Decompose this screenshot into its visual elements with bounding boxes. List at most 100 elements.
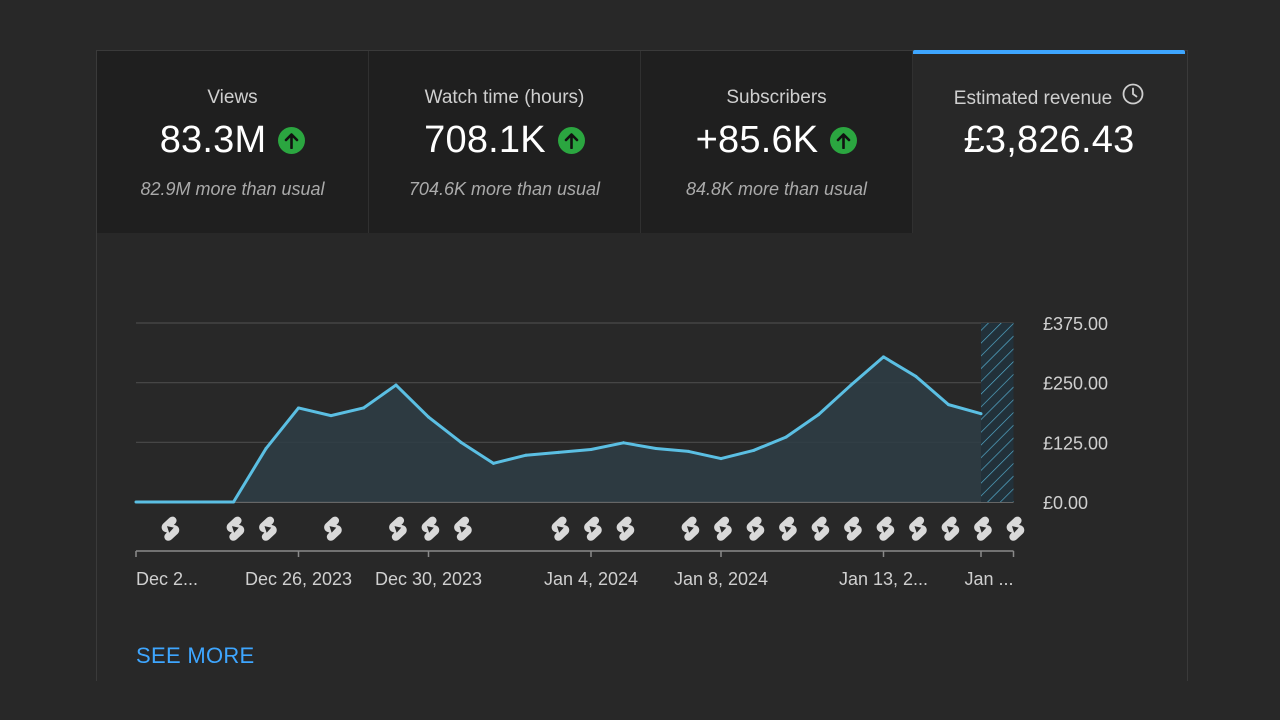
data-point[interactable] xyxy=(979,412,983,416)
shorts-icon[interactable] xyxy=(939,516,962,542)
data-point[interactable] xyxy=(264,447,268,451)
tab-value: 708.1K xyxy=(424,119,546,161)
shorts-icon[interactable] xyxy=(614,516,637,542)
chart-x-axis: Dec 2... Dec 26, 2023 Dec 30, 2023 Jan 4, 2… xyxy=(135,550,1015,589)
shorts-icon[interactable] xyxy=(744,516,767,542)
data-point[interactable] xyxy=(134,500,138,504)
data-point[interactable] xyxy=(784,435,788,439)
y-tick-label: £375.00 xyxy=(1043,314,1108,334)
partial-region-hatch xyxy=(981,323,1014,502)
data-point[interactable] xyxy=(622,441,625,445)
tab-subscribers[interactable]: Subscribers +85.6K 84.8K more than usual xyxy=(641,51,913,233)
shorts-icon[interactable] xyxy=(841,516,864,542)
data-point[interactable] xyxy=(557,450,560,454)
shorts-play-glyph xyxy=(621,526,629,533)
clock-icon[interactable] xyxy=(1122,83,1144,111)
data-point[interactable] xyxy=(167,500,170,504)
arrow-up-circle-icon xyxy=(557,127,585,154)
shorts-play-glyph xyxy=(329,526,337,533)
area-fill xyxy=(136,356,981,502)
data-point[interactable] xyxy=(719,457,723,461)
shorts-play-glyph xyxy=(166,526,174,533)
data-point[interactable] xyxy=(427,415,430,419)
data-point[interactable] xyxy=(947,403,950,407)
shorts-icon[interactable] xyxy=(256,516,279,542)
shorts-icon[interactable] xyxy=(224,516,247,542)
data-point[interactable] xyxy=(524,453,528,457)
data-point[interactable] xyxy=(199,500,203,504)
shorts-play-glyph xyxy=(914,526,922,533)
tab-comparison: 82.9M more than usual xyxy=(140,179,325,199)
tab-value: 83.3M xyxy=(159,119,267,161)
tab-title: Subscribers xyxy=(726,87,827,108)
data-point[interactable] xyxy=(362,406,365,410)
shorts-icon[interactable] xyxy=(159,516,182,542)
arrow-up-circle-icon xyxy=(278,127,306,154)
shorts-icon[interactable] xyxy=(581,516,604,542)
x-tick-label: Dec 30, 2023 xyxy=(375,569,482,589)
shorts-play-glyph xyxy=(589,526,597,533)
y-tick-label: £125.00 xyxy=(1043,433,1108,453)
data-point[interactable] xyxy=(687,449,690,453)
shorts-play-glyph xyxy=(816,526,824,533)
tab-title: Estimated revenue xyxy=(953,88,1113,110)
shorts-play-glyph xyxy=(979,526,987,533)
shorts-icon[interactable] xyxy=(971,516,994,542)
data-point[interactable] xyxy=(817,413,820,417)
tab-estimated-revenue[interactable]: Estimated revenue £3,826.43 xyxy=(913,50,1185,233)
shorts-play-glyph xyxy=(784,526,792,533)
shorts-icon[interactable] xyxy=(451,516,474,542)
shorts-icon[interactable] xyxy=(874,516,897,542)
tab-comparison: 704.6K more than usual xyxy=(408,179,601,199)
shorts-play-glyph xyxy=(394,526,402,533)
shorts-play-glyph xyxy=(719,526,727,533)
shorts-play-glyph xyxy=(881,526,889,533)
x-tick-label: Dec 26, 2023 xyxy=(245,569,352,589)
tab-title: Watch time (hours) xyxy=(424,87,585,108)
x-tick-label: Dec 2... xyxy=(136,569,198,589)
arrow-up-circle-icon xyxy=(830,127,858,154)
shorts-markers xyxy=(159,516,1027,542)
data-point[interactable] xyxy=(654,447,658,451)
shorts-icon[interactable] xyxy=(776,516,799,542)
shorts-play-glyph xyxy=(264,526,272,533)
see-more-link[interactable]: SEE MORE xyxy=(136,643,255,668)
data-point[interactable] xyxy=(297,406,300,410)
shorts-icon[interactable] xyxy=(906,516,929,542)
data-point[interactable] xyxy=(914,374,918,378)
data-point[interactable] xyxy=(232,500,235,504)
data-point[interactable] xyxy=(394,383,398,387)
shorts-icon[interactable] xyxy=(711,516,734,542)
x-tick-label: Jan 4, 2024 xyxy=(544,569,638,589)
shorts-icon[interactable] xyxy=(419,516,442,542)
data-point[interactable] xyxy=(459,440,463,444)
metric-tabs: Views 83.3M 82.9M more than usual Watch … xyxy=(97,50,1187,233)
shorts-icon[interactable] xyxy=(386,516,409,542)
data-point[interactable] xyxy=(752,448,755,452)
x-tick-label: Jan 13, 2... xyxy=(839,569,928,589)
chart-gridlines: £375.00 £250.00 £125.00 £0.00 xyxy=(136,314,1108,513)
shorts-icon[interactable] xyxy=(679,516,702,542)
data-point[interactable] xyxy=(492,461,495,465)
shorts-play-glyph xyxy=(849,526,857,533)
tab-views[interactable]: Views 83.3M 82.9M more than usual xyxy=(97,51,369,233)
shorts-play-glyph xyxy=(751,526,759,533)
data-point[interactable] xyxy=(882,355,885,359)
shorts-play-glyph xyxy=(946,526,954,533)
data-point[interactable] xyxy=(849,383,853,387)
shorts-icon[interactable] xyxy=(321,516,344,542)
y-tick-label: £250.00 xyxy=(1043,374,1108,394)
shorts-icon[interactable] xyxy=(549,516,572,542)
shorts-icon[interactable] xyxy=(1004,516,1027,542)
tab-title: Views xyxy=(207,87,258,108)
data-point[interactable] xyxy=(589,447,593,451)
shorts-icon[interactable] xyxy=(809,516,832,542)
shorts-play-glyph xyxy=(1011,526,1019,533)
y-tick-label: £0.00 xyxy=(1043,493,1088,513)
tab-value: £3,826.43 xyxy=(963,119,1135,161)
data-point[interactable] xyxy=(329,414,333,418)
x-tick-label: Jan 8, 2024 xyxy=(674,569,768,589)
tab-watch-time[interactable]: Watch time (hours) 708.1K 704.6K more th… xyxy=(369,51,641,233)
shorts-play-glyph xyxy=(556,526,564,533)
